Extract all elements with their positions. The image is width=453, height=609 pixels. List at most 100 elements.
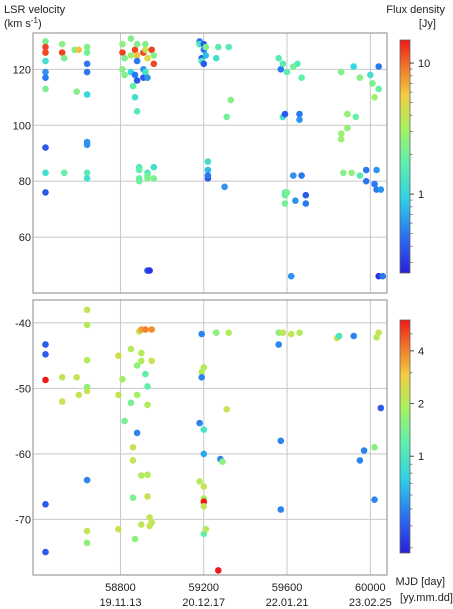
data-point	[83, 91, 91, 98]
data-point	[196, 419, 203, 427]
data-point	[138, 349, 145, 357]
data-point	[131, 94, 139, 101]
data-point	[371, 94, 378, 101]
colorbar-tick-label: 1	[418, 451, 424, 463]
data-point	[144, 74, 151, 81]
x-tick-labels: 58800 19.11.13 59200 20.12.17 59600 22.01.21 6…	[99, 582, 391, 609]
data-point	[371, 444, 378, 451]
data-point	[42, 43, 49, 51]
data-point	[142, 370, 149, 378]
data-point	[377, 404, 385, 412]
data-point	[129, 444, 137, 451]
data-point	[375, 329, 383, 337]
data-point	[375, 63, 383, 70]
data-point	[83, 141, 91, 149]
data-point	[371, 496, 378, 504]
y-tick-label: 120	[13, 64, 31, 76]
data-point	[42, 376, 49, 384]
colorbar-unit-top: [Jy]	[419, 18, 436, 30]
data-point	[146, 267, 153, 274]
data-point	[302, 200, 310, 207]
data-point	[83, 356, 91, 364]
data-point	[119, 375, 126, 383]
data-point	[60, 54, 68, 62]
data-point	[356, 457, 364, 464]
x-tick-date: 22.01.21	[266, 597, 309, 609]
data-point	[83, 387, 91, 395]
data-point	[294, 60, 301, 68]
data-point	[227, 96, 235, 104]
data-point	[142, 40, 149, 48]
data-point	[215, 567, 222, 574]
data-point	[219, 458, 226, 466]
data-point	[138, 472, 145, 479]
data-point	[375, 85, 383, 93]
data-point	[73, 374, 80, 381]
data-point	[362, 166, 370, 174]
data-point	[115, 352, 122, 360]
data-point	[204, 172, 212, 179]
x-tick-date: 19.11.13	[99, 597, 141, 609]
data-point	[83, 175, 91, 182]
data-point	[42, 57, 49, 65]
data-point	[356, 74, 364, 81]
data-point	[60, 169, 68, 177]
data-point	[131, 71, 139, 79]
x-axis-label: MJD [day]	[395, 576, 445, 588]
data-point	[337, 135, 345, 143]
data-point	[223, 406, 230, 413]
data-point	[42, 169, 49, 177]
data-point	[146, 514, 153, 521]
data-point	[144, 401, 151, 409]
data-point	[275, 54, 283, 62]
data-point	[344, 110, 351, 118]
data-point	[133, 362, 141, 369]
data-point	[200, 503, 208, 510]
x-tick-date: 23.02.25	[349, 597, 392, 609]
data-point	[58, 398, 66, 405]
data-point	[369, 80, 376, 87]
data-point	[119, 40, 126, 48]
colorbar-tick-label: 2	[418, 399, 424, 411]
data-point	[42, 501, 49, 508]
data-point	[127, 399, 135, 407]
y-axis-unit: (km s-1)	[4, 16, 42, 30]
colorbar-tick-label: 4	[418, 346, 424, 358]
data-point	[75, 46, 83, 54]
data-point	[127, 345, 135, 353]
data-point	[223, 113, 230, 121]
data-point	[283, 68, 291, 76]
x-tick-label: 59600	[272, 582, 303, 594]
data-point	[200, 426, 208, 433]
y-tick-label: -50	[15, 383, 31, 395]
data-point	[150, 163, 158, 171]
data-point	[356, 172, 364, 179]
data-point	[138, 521, 145, 528]
data-point	[133, 429, 141, 437]
data-point	[83, 49, 91, 56]
data-point	[352, 113, 360, 121]
plot-frame	[32, 299, 388, 576]
data-point	[279, 329, 287, 337]
data-point	[371, 180, 378, 188]
data-point	[133, 391, 141, 399]
data-point	[150, 60, 158, 68]
data-point	[279, 60, 287, 68]
y-tick-label: 80	[19, 176, 31, 188]
data-point	[144, 471, 151, 479]
colorbar-bottom-ticks: 1 2 4	[410, 333, 424, 549]
data-point	[198, 374, 205, 381]
data-point	[58, 40, 66, 48]
data-point	[340, 169, 347, 177]
colorbar-tick-label: 10	[418, 58, 430, 70]
data-point	[290, 172, 297, 179]
data-point	[362, 177, 370, 185]
colorbar-top-ticks: 1 10	[410, 58, 430, 264]
data-point	[42, 144, 49, 151]
data-point	[202, 43, 210, 51]
data-point	[133, 108, 141, 115]
data-point	[296, 329, 303, 337]
x-axis-label-date: [yy.mm.dd]	[400, 592, 453, 604]
y-tick-label: -70	[15, 514, 31, 526]
